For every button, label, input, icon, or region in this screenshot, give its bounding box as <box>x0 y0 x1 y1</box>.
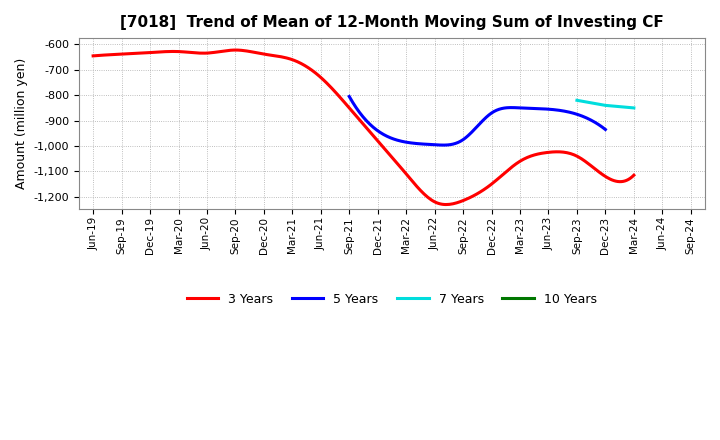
3 Years <box>413 184 421 189</box>
5 Years <box>578 114 587 119</box>
Title: [7018]  Trend of Mean of 12-Month Moving Sum of Investing CF: [7018] Trend of Mean of 12-Month Moving … <box>120 15 664 30</box>
5 Years <box>498 106 507 111</box>
5 Years <box>345 94 354 99</box>
3 Years <box>422 193 431 198</box>
5 Years <box>562 109 570 114</box>
5 Years <box>498 106 506 111</box>
5 Years <box>601 127 610 132</box>
5 Years <box>439 143 448 148</box>
3 Years <box>548 149 557 154</box>
3 Years <box>441 202 450 207</box>
7 Years <box>572 98 581 103</box>
3 Years <box>629 172 638 178</box>
5 Years <box>503 105 511 110</box>
3 Years <box>582 160 591 165</box>
Line: 7 Years: 7 Years <box>577 100 634 108</box>
7 Years <box>629 105 638 110</box>
3 Years <box>410 182 419 187</box>
3 Years <box>91 53 99 59</box>
Line: 5 Years: 5 Years <box>349 96 606 145</box>
5 Years <box>346 95 354 101</box>
3 Years <box>232 48 240 53</box>
Legend: 3 Years, 5 Years, 7 Years, 10 Years: 3 Years, 5 Years, 7 Years, 10 Years <box>182 288 602 311</box>
7 Years <box>601 103 610 108</box>
Y-axis label: Amount (million yen): Amount (million yen) <box>15 58 28 189</box>
3 Years <box>89 53 97 59</box>
Line: 3 Years: 3 Years <box>93 50 634 205</box>
